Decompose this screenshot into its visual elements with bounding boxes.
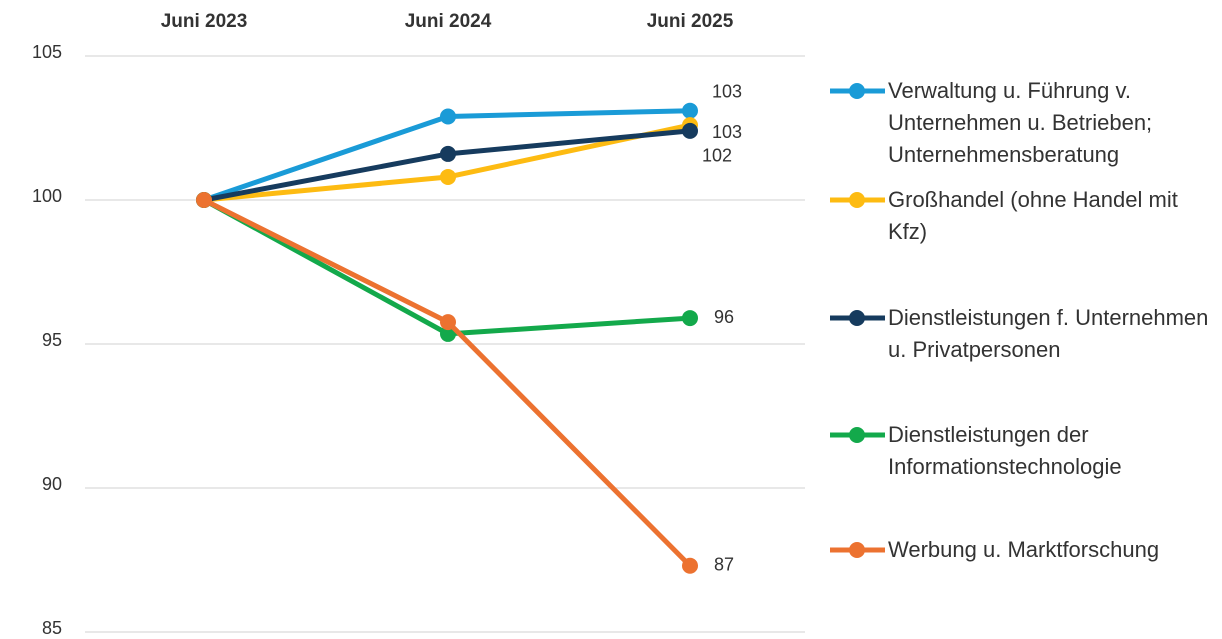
legend-marker: [849, 542, 865, 558]
x-tick-label: Juni 2025: [647, 11, 734, 32]
data-label: 102: [702, 146, 732, 166]
data-label: 103: [712, 81, 742, 101]
legend-marker: [849, 427, 865, 443]
legend-label: Großhandel (ohne Handel mit Kfz): [888, 187, 1178, 244]
y-tick-label: 90: [42, 474, 62, 494]
marker: [682, 557, 698, 574]
y-tick-label: 105: [32, 42, 62, 62]
legend-label: Dienstleistungen f. Unternehmen u. Priva…: [888, 305, 1209, 362]
y-tick-label: 95: [42, 330, 62, 350]
legend-marker: [849, 192, 865, 208]
x-tick-label: Juni 2024: [405, 11, 492, 32]
marker: [440, 314, 456, 331]
marker: [440, 145, 456, 162]
legend-marker: [849, 310, 865, 326]
series-line: [202, 197, 691, 337]
legend-label: Verwaltung u. Führung v. Unternehmen u. …: [888, 78, 1153, 167]
marker: [196, 192, 212, 208]
x-tick-label: Juni 2023: [161, 11, 248, 32]
marker: [682, 310, 698, 327]
marker: [440, 325, 456, 342]
data-label: 87: [714, 555, 734, 575]
marker: [682, 102, 698, 119]
series-line: [202, 197, 692, 568]
legend-marker: [849, 83, 865, 99]
legend-label: Dienstleistungen der Informationstechnol…: [888, 422, 1122, 479]
marker: [682, 122, 698, 139]
y-tick-label: 100: [32, 186, 62, 206]
legend-label: Werbung u. Marktforschung: [888, 537, 1160, 562]
y-tick-label: 85: [42, 618, 62, 638]
marker: [440, 108, 456, 125]
marker: [440, 168, 456, 185]
data-label: 103: [712, 122, 742, 142]
data-label: 96: [714, 307, 734, 327]
